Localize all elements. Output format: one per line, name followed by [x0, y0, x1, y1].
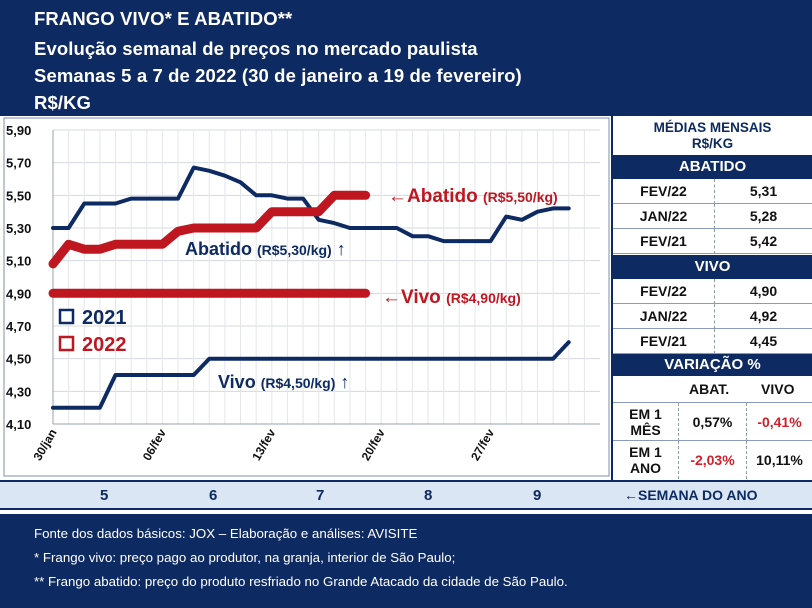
y-tick-label: 5,90 [6, 123, 31, 138]
y-tick-label: 4,10 [6, 417, 31, 432]
series-line-2022-abatido [48, 190, 371, 269]
y-tick-label: 5,10 [6, 254, 31, 269]
week-number: 9 [533, 487, 542, 504]
chart-period: Semanas 5 a 7 de 2022 (30 de janeiro a 1… [34, 65, 522, 86]
week-of-year-bar: 5 6 7 8 9 ←SEMANA DO ANO [0, 480, 812, 510]
x-tick-label: 30/jan [30, 427, 59, 463]
series-annotation: ←Abatido (R$5,50/kg) [388, 186, 558, 207]
source-note: Fonte dos dados básicos: JOX – Elaboraçã… [34, 526, 418, 541]
header-banner: FRANGO VIVO* E ABATIDO** Evolução semana… [0, 0, 812, 116]
x-tick-label: 20/fev [359, 426, 388, 463]
row-label: JAN/22 [613, 204, 715, 229]
row-value: 4,90 [749, 283, 778, 299]
vivo-row: FEV/21 4,45 [613, 329, 812, 354]
row-value: 5,28 [749, 208, 778, 224]
variacao-label-line1: EM 1 [629, 444, 662, 460]
panel-caption-title: MÉDIAS MENSAIS [653, 120, 772, 135]
monthly-averages-panel: MÉDIAS MENSAIS R$/KG ABATIDO FEV/22 5,31… [611, 116, 812, 480]
abatido-row: FEV/22 5,31 [613, 179, 812, 204]
variacao-section-title: VARIAÇÃO % [613, 354, 812, 376]
y-tick-label: 5,50 [6, 188, 31, 203]
line-chart: 5,90 5,70 5,50 5,30 5,10 4,90 4,70 4,50 4,30 4,10… [3, 117, 610, 477]
vivo-row: FEV/22 4,90 [613, 279, 812, 304]
week-axis-label: ←SEMANA DO ANO [624, 487, 758, 503]
y-tick-label: 5,30 [6, 221, 31, 236]
row-value: 5,31 [749, 183, 778, 199]
y-tick-label: 4,70 [6, 319, 31, 334]
abatido-row: JAN/22 5,28 [613, 204, 812, 229]
x-tick-label: 27/fev [468, 426, 497, 463]
legend-label-2021: 2021 [82, 307, 127, 329]
abatido-row: FEV/21 5,42 [613, 229, 812, 254]
variacao-label-line1: EM 1 [629, 406, 662, 422]
variacao-column-headers: ABAT. VIVO [613, 376, 812, 403]
row-label: JAN/22 [613, 304, 715, 329]
series-annotation: ←Vivo (R$4,90/kg) [382, 287, 521, 308]
row-label: FEV/21 [613, 329, 715, 354]
variacao-label-line2: ANO [629, 460, 662, 476]
week-number: 7 [316, 487, 325, 504]
series-annotation: Vivo (R$4,50/kg) ↑ [218, 372, 349, 392]
chart-frame [3, 117, 610, 477]
week-number: 6 [209, 487, 218, 504]
legend-marker-2021 [58, 308, 75, 325]
legend-marker-2022 [58, 335, 75, 352]
variacao-row-label: EM 1 ANO [613, 441, 679, 479]
column-header-vivo: VIVO [761, 381, 795, 397]
row-value: 5,42 [749, 233, 778, 249]
legend-label-2022: 2022 [82, 334, 127, 356]
chart-area: 5,90 5,70 5,50 5,30 5,10 4,90 4,70 4,50 4,30 4,10… [0, 116, 611, 480]
vivo-row: JAN/22 4,92 [613, 304, 812, 329]
variacao-row-label: EM 1 MÊS [613, 403, 679, 441]
row-label: FEV/22 [613, 179, 715, 204]
row-value: 4,92 [749, 308, 778, 324]
footnote-vivo: * Frango vivo: preço pago ao produtor, n… [34, 550, 456, 565]
footer-notes: Fonte dos dados básicos: JOX – Elaboraçã… [0, 514, 812, 608]
chart-title: FRANGO VIVO* E ABATIDO** [34, 8, 293, 29]
variacao-vivo-value: -0,41% [757, 414, 802, 430]
x-tick-label: 06/fev [140, 426, 169, 463]
week-number: 5 [100, 487, 109, 504]
y-tick-label: 4,90 [6, 286, 31, 301]
column-header-abat: ABAT. [689, 381, 730, 397]
variacao-abat-value: -2,03% [679, 441, 747, 479]
vivo-section-title: VIVO [613, 255, 812, 279]
y-tick-label: 4,30 [6, 384, 31, 399]
week-number: 8 [424, 487, 433, 504]
variacao-row: EM 1 MÊS 0,57% -0,41% [613, 403, 812, 441]
variacao-row: EM 1 ANO -2,03% 10,11% [613, 441, 812, 479]
series-annotation: Abatido (R$5,30/kg) ↑ [185, 239, 346, 259]
variacao-vivo-value: 10,11% [756, 452, 803, 468]
panel-caption: MÉDIAS MENSAIS R$/KG [613, 116, 812, 154]
series-line-2021-vivo [51, 340, 571, 410]
row-label: FEV/21 [613, 229, 715, 254]
chart-subtitle: Evolução semanal de preços no mercado pa… [34, 38, 478, 59]
chart-unit: R$/KG [34, 92, 92, 113]
row-value: 4,45 [749, 333, 778, 349]
abatido-section-title: ABATIDO [613, 155, 812, 179]
y-tick-label: 4,50 [6, 352, 31, 367]
x-tick-label: 13/fev [249, 426, 278, 463]
row-label: FEV/22 [613, 279, 715, 304]
panel-caption-unit: R$/KG [691, 136, 734, 151]
footnote-abatido: ** Frango abatido: preço do produto resf… [34, 574, 568, 589]
y-tick-label: 5,70 [6, 156, 31, 171]
variacao-label-line2: MÊS [630, 422, 661, 438]
variacao-abat-value: 0,57% [679, 403, 747, 441]
